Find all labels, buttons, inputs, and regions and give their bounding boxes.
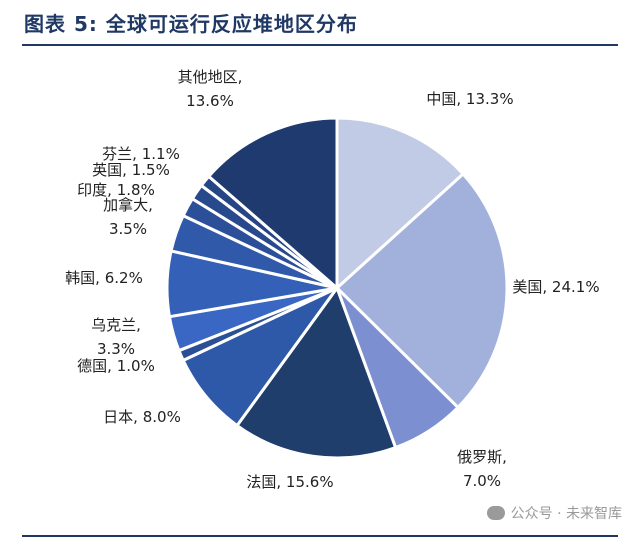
slice-label-7: 乌克兰, 3.3% bbox=[91, 316, 141, 358]
watermark-text: 公众号 · 未来智库 bbox=[510, 506, 622, 522]
slice-label-11: 英国, 1.5% bbox=[92, 161, 170, 179]
title-divider bbox=[22, 44, 618, 46]
pie-slices bbox=[165, 116, 509, 460]
pie-slice-13 bbox=[207, 116, 339, 290]
slice-label-5: 日本, 8.0% bbox=[103, 408, 181, 426]
pie-slice-1 bbox=[335, 116, 465, 290]
slice-label-10: 印度, 1.8% bbox=[77, 181, 155, 199]
slice-label-1: 中国, 13.3% bbox=[426, 90, 513, 108]
slice-label-9: 加拿大, 3.5% bbox=[103, 196, 153, 238]
chart-title: 图表 5: 全球可运行反应堆地区分布 bbox=[24, 12, 358, 36]
slice-label-4: 法国, 15.6% bbox=[246, 473, 333, 491]
pie-slice-2 bbox=[335, 172, 509, 409]
slice-label-3: 俄罗斯, 7.0% bbox=[457, 448, 507, 490]
slice-label-2: 美国, 24.1% bbox=[512, 278, 599, 296]
slice-label-6: 德国, 1.0% bbox=[77, 357, 155, 375]
watermark: 公众号 · 未来智库 bbox=[486, 503, 622, 523]
pie-slice-4 bbox=[235, 286, 398, 460]
wechat-icon bbox=[486, 506, 505, 520]
slice-label-8: 韩国, 6.2% bbox=[65, 269, 143, 287]
bottom-divider bbox=[22, 535, 618, 537]
slice-label-12: 芬兰, 1.1% bbox=[102, 145, 180, 163]
pie-labels: 中国, 13.3% 美国, 24.1% 俄罗斯, 7.0% 法国, 15.6% 日本, 8… bbox=[65, 68, 599, 491]
slice-label-13: 其他地区, 13.6% bbox=[178, 68, 243, 110]
